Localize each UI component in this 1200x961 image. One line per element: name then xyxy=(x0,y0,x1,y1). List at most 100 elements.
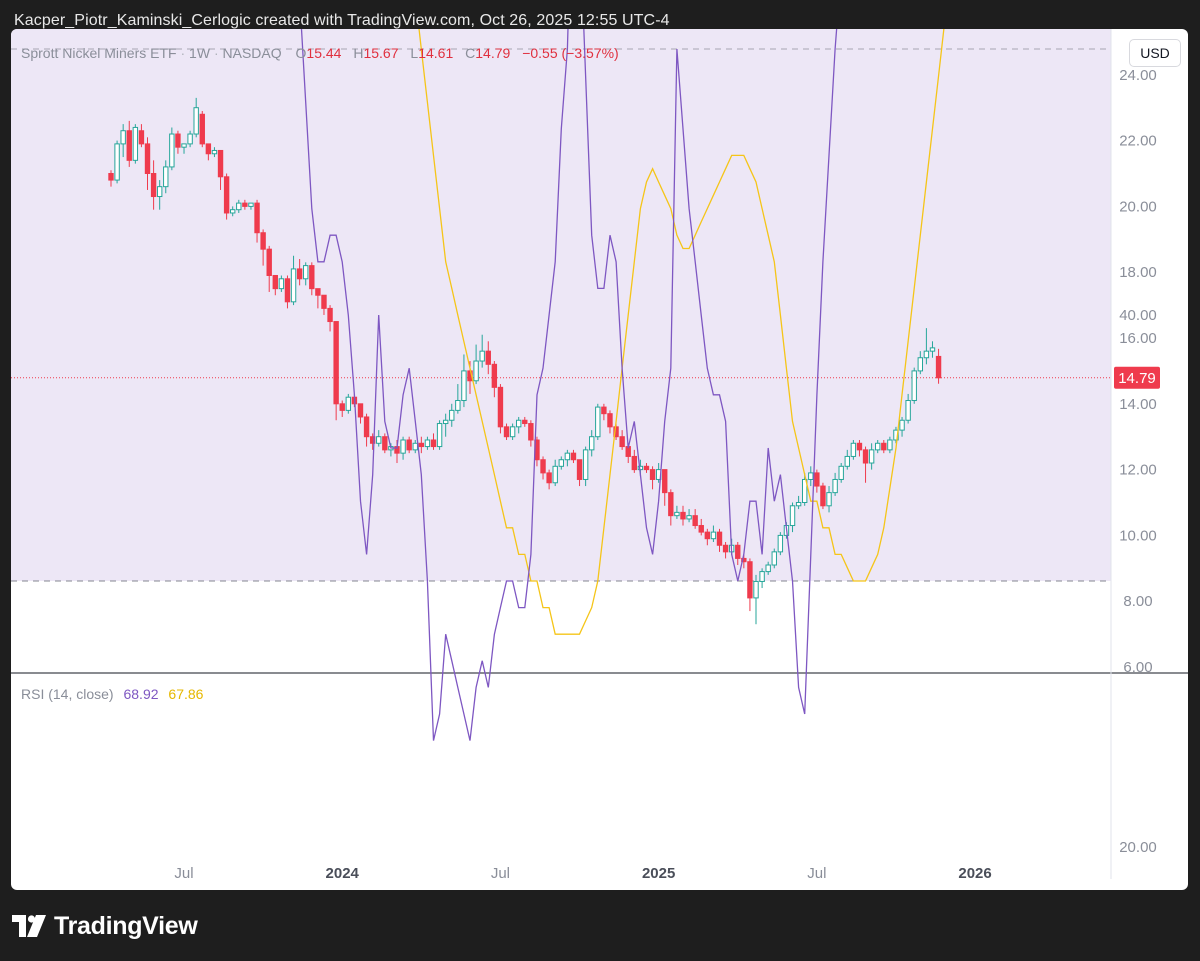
candle-up xyxy=(558,459,564,467)
candle-up xyxy=(230,209,236,214)
candle-down xyxy=(138,130,145,145)
candle-up xyxy=(674,511,680,517)
candle-up xyxy=(771,551,777,566)
rsi-legend: RSI (14, close) 68.92 67.86 xyxy=(21,686,203,702)
candle-up xyxy=(777,534,784,553)
candle-up xyxy=(132,126,139,161)
candle-up xyxy=(442,419,449,425)
price-axis-tick-label: 8.00 xyxy=(1123,593,1152,610)
candle-down xyxy=(716,531,723,546)
rsi-ma-line xyxy=(418,29,945,635)
candle-up xyxy=(868,449,875,464)
candle-up xyxy=(193,107,199,135)
candle-down xyxy=(735,544,741,559)
candle-down xyxy=(856,442,863,451)
candle-down xyxy=(722,544,729,553)
candle-up xyxy=(181,143,187,148)
candle-down xyxy=(631,455,638,471)
tradingview-logo-icon xyxy=(12,915,46,937)
price-axis-tick-label: 20.00 xyxy=(1119,198,1157,215)
candle-down xyxy=(528,423,534,441)
candle-up xyxy=(899,419,905,431)
legend-open-label: O xyxy=(295,45,307,61)
candle-down xyxy=(643,465,650,471)
candle-down xyxy=(522,419,528,425)
candle-up xyxy=(163,166,169,188)
candle-up xyxy=(686,515,692,520)
legend-high-value: 15.67 xyxy=(363,45,399,61)
candle-up xyxy=(236,202,242,211)
candle-up xyxy=(582,449,589,480)
candle-up xyxy=(461,370,467,402)
chart-panel[interactable]: 24.00 22.00 20.00 18.00 16.00 14.00 12.00 10.00… xyxy=(11,29,1188,890)
candle-down xyxy=(284,278,291,303)
candle-down xyxy=(309,265,315,290)
candle-down xyxy=(820,485,826,507)
candle-up xyxy=(424,439,431,448)
candle-up xyxy=(801,478,808,504)
legend-change: −0.55 (−3.57%) xyxy=(522,45,619,61)
candle-down xyxy=(108,173,114,181)
candle-up xyxy=(412,442,418,451)
candle-up xyxy=(753,580,759,599)
candle-down xyxy=(339,403,345,411)
last-price-tag xyxy=(1114,366,1160,389)
time-axis-tick-label: 2024 xyxy=(326,865,360,882)
candle-up xyxy=(120,130,126,145)
rsi-legend-value: 68.92 xyxy=(123,686,159,702)
candle-up xyxy=(552,465,558,484)
candle-down xyxy=(406,439,412,451)
candle-down xyxy=(546,472,552,484)
candle-up xyxy=(887,439,893,451)
candle-down xyxy=(570,452,577,461)
candle-up xyxy=(710,531,717,540)
footer-brand: TradingView xyxy=(12,908,198,944)
rsi-axis-tick-label: 40.00 xyxy=(1119,307,1157,324)
candle-down xyxy=(741,557,747,563)
candle-down xyxy=(503,426,510,438)
candle-up xyxy=(844,455,850,467)
price-axis-tick-label: 16.00 xyxy=(1119,330,1157,347)
currency-button[interactable]: USD xyxy=(1129,39,1181,67)
candle-down xyxy=(607,413,613,428)
candle-down xyxy=(223,176,230,214)
legend-exchange: NASDAQ xyxy=(222,45,282,61)
time-axis-tick-label: Jul xyxy=(174,865,193,882)
candle-down xyxy=(668,492,674,517)
candle-down xyxy=(242,202,248,207)
candle-up xyxy=(114,143,120,181)
candle-up xyxy=(917,357,924,372)
chart-canvas[interactable]: 24.00 22.00 20.00 18.00 16.00 14.00 12.00 10.00… xyxy=(11,29,1188,890)
candle-down xyxy=(333,321,339,405)
candle-down xyxy=(199,113,205,145)
candle-down xyxy=(254,202,260,234)
candle-up xyxy=(515,419,522,428)
candle-down xyxy=(217,149,224,178)
price-axis-tick-label: 18.00 xyxy=(1119,264,1157,281)
time-axis-tick-label: 2026 xyxy=(958,865,991,882)
candle-up xyxy=(765,564,771,573)
rsi-line xyxy=(300,29,838,741)
candle-down xyxy=(935,355,942,379)
candle-up xyxy=(832,478,838,494)
candle-down xyxy=(296,268,303,280)
candle-down xyxy=(369,436,376,444)
candle-up xyxy=(449,409,455,421)
brand-name: TradingView xyxy=(54,911,198,940)
candle-up xyxy=(479,350,485,362)
candle-down xyxy=(205,143,212,155)
candle-down xyxy=(680,511,686,520)
candle-up xyxy=(248,202,254,207)
candle-down xyxy=(881,442,887,451)
rsi-axis-tick-label: 20.00 xyxy=(1119,839,1157,856)
rsi-legend-label: RSI (14, close) xyxy=(21,686,114,702)
candle-up xyxy=(795,502,802,507)
candle-down xyxy=(126,130,132,161)
candle-up xyxy=(875,442,881,451)
candle-down xyxy=(430,439,437,448)
legend-separator: · xyxy=(180,45,190,61)
candle-up xyxy=(911,370,917,402)
price-axis-tick-label: 14.00 xyxy=(1119,396,1157,413)
legend-close-value: 14.79 xyxy=(475,45,511,61)
candle-up xyxy=(850,442,857,457)
